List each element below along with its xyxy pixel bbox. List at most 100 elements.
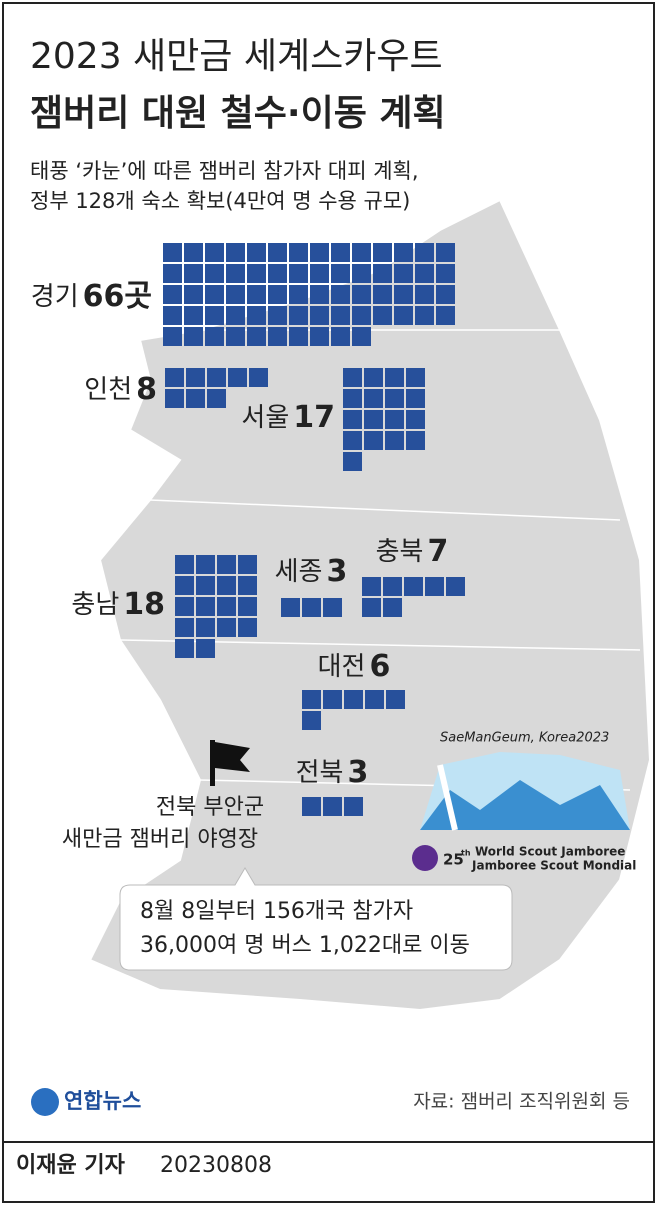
- square: [175, 555, 194, 574]
- region-squares: [302, 797, 363, 816]
- square: [205, 327, 224, 346]
- square: [205, 306, 224, 325]
- square: [249, 368, 268, 387]
- square: [406, 431, 425, 450]
- square: [310, 285, 329, 304]
- square: [446, 577, 465, 596]
- region-name: 충북: [376, 537, 424, 567]
- square: [365, 690, 384, 709]
- square: [238, 576, 257, 595]
- region-name: 전북: [296, 758, 344, 788]
- square: [364, 389, 383, 408]
- square: [343, 389, 362, 408]
- square: [163, 306, 182, 325]
- square: [343, 452, 362, 471]
- region-name: 대전: [318, 652, 366, 682]
- square: [184, 264, 203, 283]
- square: [352, 243, 371, 262]
- square: [373, 264, 392, 283]
- square: [343, 410, 362, 429]
- square: [268, 243, 287, 262]
- square: [247, 264, 266, 283]
- square: [289, 243, 308, 262]
- logo-edition: 25: [443, 851, 464, 869]
- subtitle-line: 정부 128개 숙소 확보(4만여 명 수용 규모): [30, 189, 410, 213]
- square: [362, 598, 381, 617]
- region-label: 대전 6: [318, 649, 391, 684]
- region-name: 서울: [241, 403, 289, 433]
- square: [385, 368, 404, 387]
- square: [344, 797, 363, 816]
- square: [302, 711, 321, 730]
- region-label: 인천 8: [84, 372, 157, 407]
- square: [425, 577, 444, 596]
- square: [383, 577, 402, 596]
- callout-text: 8월 8일부터 156개국 참가자: [140, 899, 413, 924]
- region-squares: [362, 577, 465, 617]
- square: [163, 243, 182, 262]
- title-line: 잼버리 대원 철수·이동 계획: [30, 93, 446, 134]
- square: [344, 690, 363, 709]
- square: [404, 577, 423, 596]
- flag-icon: [210, 740, 250, 786]
- square: [394, 306, 413, 325]
- square: [184, 243, 203, 262]
- region-count: 6: [369, 649, 390, 684]
- region-label: 경기 66곳: [31, 279, 152, 314]
- square: [205, 285, 224, 304]
- square: [383, 598, 402, 617]
- square: [436, 264, 455, 283]
- square: [207, 368, 226, 387]
- square: [394, 285, 413, 304]
- region-label: 충북 7: [376, 534, 449, 569]
- logo-slogan: SaeManGeum, Korea2023: [440, 731, 609, 746]
- square: [331, 327, 350, 346]
- logo-line: World Scout Jamboree: [475, 845, 625, 859]
- square: [352, 264, 371, 283]
- square: [281, 598, 300, 617]
- callout-text: 36,000여 명 버스 1,022대로 이동: [140, 933, 470, 958]
- square: [310, 306, 329, 325]
- square: [415, 243, 434, 262]
- title-line: 2023 새만금 세계스카우트: [30, 36, 443, 77]
- square: [186, 389, 205, 408]
- square: [323, 797, 342, 816]
- square: [352, 306, 371, 325]
- byline: 이재윤 기자: [16, 1153, 126, 1178]
- region-name: 세종: [275, 557, 323, 587]
- square: [302, 797, 321, 816]
- square: [406, 410, 425, 429]
- square: [331, 264, 350, 283]
- region-count: 3: [347, 755, 368, 790]
- square: [289, 264, 308, 283]
- region-squares: [165, 368, 268, 408]
- square: [310, 327, 329, 346]
- square: [165, 389, 184, 408]
- square: [217, 576, 236, 595]
- square: [415, 285, 434, 304]
- region-squares: [343, 368, 425, 471]
- date: 20230808: [160, 1153, 272, 1178]
- square: [364, 410, 383, 429]
- square: [362, 577, 381, 596]
- jamboree-logo: SaeManGeum, Korea2023 25 th World Scout …: [412, 731, 636, 873]
- square: [228, 368, 247, 387]
- region-count: 18: [123, 587, 165, 622]
- site-label: 전북 부안군: [156, 795, 264, 820]
- region-squares: [175, 555, 257, 658]
- square: [289, 306, 308, 325]
- square: [385, 410, 404, 429]
- square: [331, 306, 350, 325]
- square: [302, 598, 321, 617]
- square: [268, 264, 287, 283]
- square: [163, 327, 182, 346]
- region-count: 66곳: [83, 279, 152, 314]
- square: [394, 264, 413, 283]
- square: [268, 285, 287, 304]
- square: [247, 327, 266, 346]
- square: [331, 243, 350, 262]
- region-label: 세종 3: [275, 554, 348, 589]
- square: [196, 555, 215, 574]
